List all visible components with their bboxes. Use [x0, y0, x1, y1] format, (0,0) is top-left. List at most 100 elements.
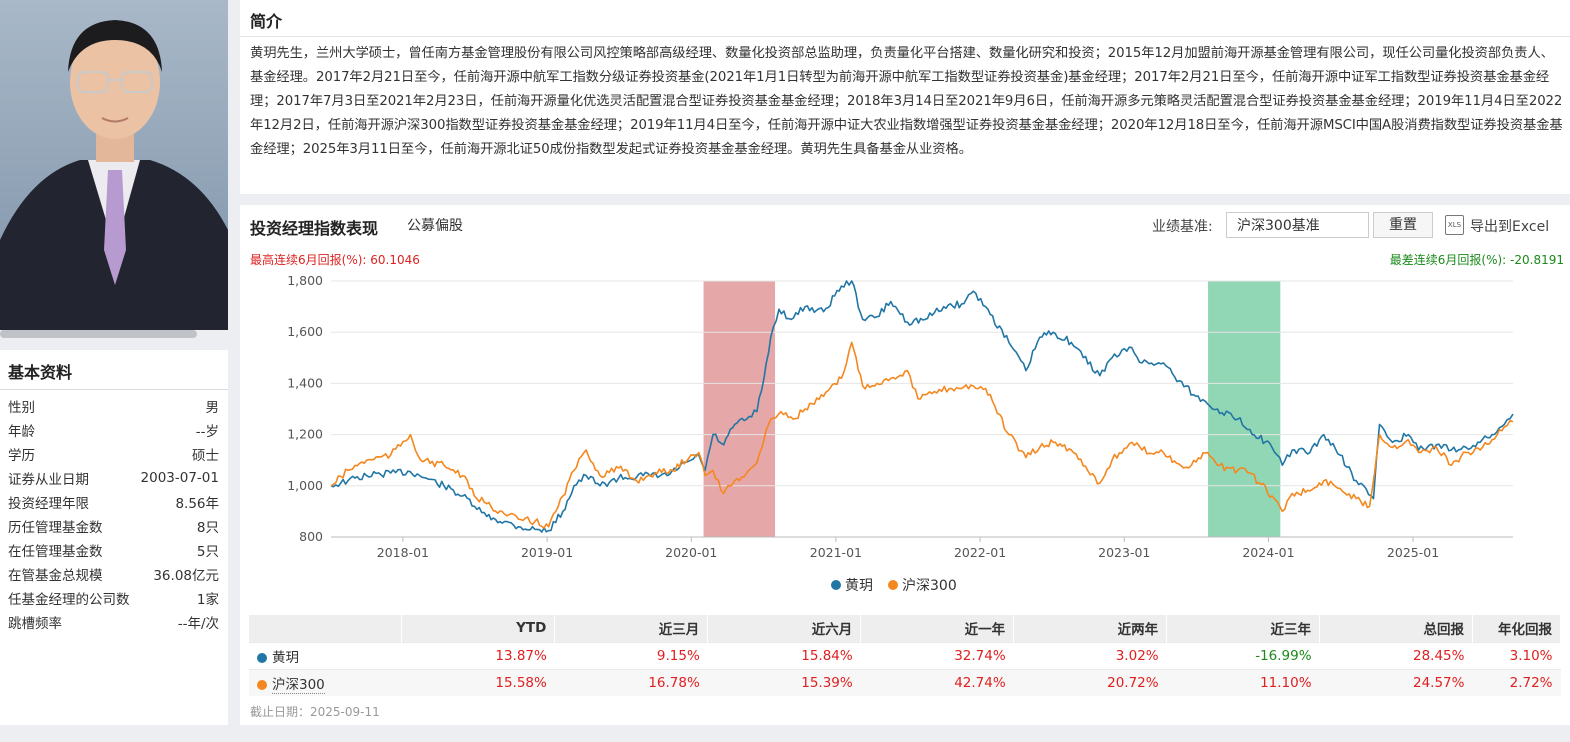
- info-value: 36.08亿元: [153, 568, 219, 584]
- highlight-band-0: [703, 281, 776, 537]
- basic-info-panel: 基本资料 性别 男 年龄 --岁 学历 硕士 证券从业日期 2003-07-01 投资经…: [0, 350, 228, 725]
- table-cell: 3.10%: [1472, 641, 1561, 669]
- photo-scrollbar[interactable]: [0, 330, 197, 338]
- info-row-gender: 性别 男: [0, 394, 228, 418]
- legend-marker-1: [888, 580, 898, 590]
- basic-info-title: 基本资料: [0, 350, 228, 390]
- x-tick-label: 2022-01: [954, 545, 1006, 560]
- table-header-cell: 近三月: [554, 615, 709, 642]
- table-header-cell: 近两年: [1013, 615, 1168, 642]
- table-cell: 20.72%: [1013, 668, 1167, 696]
- table-cell: 3.02%: [1013, 641, 1167, 669]
- info-row-tenure: 投资经理年限 8.56年: [0, 490, 228, 514]
- table-cell: 24.57%: [1319, 668, 1473, 696]
- info-label: 跳槽频率: [8, 616, 62, 632]
- benchmark-label: 业绩基准:: [1152, 219, 1213, 235]
- y-tick-label: 1,600: [287, 324, 323, 339]
- returns-table: YTD 近三月 近六月 近一年 近两年 近三年 总回报 年化回报 黄玥 13.8…: [249, 615, 1562, 696]
- table-cell: 11.10%: [1166, 668, 1320, 696]
- excel-icon[interactable]: XLS: [1445, 215, 1464, 235]
- highlight-band-1: [1208, 281, 1281, 537]
- performance-panel: 投资经理指数表现 公募偏股 业绩基准: 重置 XLS 导出到Excel 最高连续…: [240, 205, 1570, 725]
- series-dot-icon: [257, 652, 267, 663]
- x-tick-label: 2025-01: [1387, 545, 1439, 560]
- series-dot-icon: [257, 679, 267, 690]
- table-cell: 15.84%: [707, 641, 861, 669]
- info-label: 历任管理基金数: [8, 520, 103, 536]
- table-header-cell: 近六月: [707, 615, 862, 642]
- x-tick-label: 2024-01: [1242, 545, 1294, 560]
- table-header-cell: 近一年: [860, 615, 1015, 642]
- table-cell: 28.45%: [1319, 641, 1473, 669]
- series-line-0: [330, 280, 1514, 533]
- legend-marker-0: [831, 580, 841, 590]
- basic-info-list: 性别 男 年龄 --岁 学历 硕士 证券从业日期 2003-07-01 投资经理年限 8.…: [0, 390, 228, 634]
- y-tick-label: 1,400: [287, 375, 323, 390]
- portrait-image: [0, 0, 228, 330]
- y-tick-label: 1,200: [287, 427, 323, 442]
- y-tick-label: 1,800: [287, 273, 323, 288]
- info-label: 任基金经理的公司数: [8, 592, 130, 608]
- info-value: 8.56年: [175, 496, 219, 512]
- as-of-date: 截止日期：2025-09-11: [250, 705, 380, 719]
- info-value: 8只: [196, 520, 219, 536]
- table-header-cell: 年化回报: [1472, 615, 1562, 642]
- table-cell: 16.78%: [554, 668, 708, 696]
- row-name-benchmark[interactable]: 沪深300: [249, 668, 402, 696]
- table-cell: 32.74%: [860, 641, 1014, 669]
- table-header-cell: 总回报: [1319, 615, 1473, 642]
- table-cell: -16.99%: [1166, 641, 1320, 669]
- info-value: 1家: [196, 592, 219, 608]
- reset-button[interactable]: 重置: [1373, 212, 1433, 238]
- info-value: --岁: [195, 424, 219, 440]
- info-row-age: 年龄 --岁: [0, 418, 228, 442]
- info-label: 性别: [8, 400, 35, 416]
- manager-photo: [0, 0, 228, 330]
- benchmark-input[interactable]: [1226, 212, 1369, 238]
- info-row-current-funds: 在任管理基金数 5只: [0, 538, 228, 562]
- x-tick-label: 2020-01: [665, 545, 717, 560]
- table-cell: 2.72%: [1472, 668, 1561, 696]
- row-name-manager[interactable]: 黄玥: [249, 641, 402, 669]
- performance-title: 投资经理指数表现: [250, 219, 379, 238]
- info-row-aum: 在管基金总规模 36.08亿元: [0, 562, 228, 586]
- export-excel-link[interactable]: 导出到Excel: [1470, 219, 1550, 235]
- intro-title: 简介: [240, 0, 1570, 37]
- y-tick-label: 800: [299, 529, 323, 544]
- row-name-label: 沪深300: [272, 676, 325, 694]
- x-tick-label: 2021-01: [810, 545, 862, 560]
- info-label: 学历: [8, 448, 35, 464]
- max-6m-return: 最高连续6月回报(%): 60.1046: [250, 253, 420, 267]
- info-row-education: 学历 硕士: [0, 442, 228, 466]
- info-label: 在任管理基金数: [8, 544, 103, 560]
- intro-text: 黄玥先生，兰州大学硕士，曾任南方基金管理股份有限公司风控策略部高级经理、数量化投…: [250, 46, 1563, 157]
- info-row-career-start: 证券从业日期 2003-07-01: [0, 466, 228, 490]
- x-tick-label: 2019-01: [521, 545, 573, 560]
- performance-line-chart: 800 1,000 1,200 1,400 1,600 1,800 2018-01 2019-…: [287, 273, 1514, 594]
- x-tick-label: 2018-01: [377, 545, 429, 560]
- returns-table-header: YTD 近三月 近六月 近一年 近两年 近三年 总回报 年化回报: [249, 615, 1562, 642]
- info-label: 投资经理年限: [8, 496, 89, 512]
- legend-label-0: 黄玥: [845, 577, 873, 594]
- table-cell: 15.39%: [707, 668, 861, 696]
- table-cell: 9.15%: [554, 641, 708, 669]
- table-row: 黄玥 13.87% 9.15% 15.84% 32.74% 3.02% -16.…: [249, 641, 1561, 669]
- left-column: 基本资料 性别 男 年龄 --岁 学历 硕士 证券从业日期 2003-07-01 投资经…: [0, 0, 228, 742]
- info-value: 5只: [196, 544, 219, 560]
- table-header-cell: YTD: [401, 615, 556, 642]
- table-header-cell: 近三年: [1166, 615, 1321, 642]
- performance-category-tab[interactable]: 公募偏股: [407, 218, 463, 234]
- series-line-1: [330, 341, 1514, 529]
- table-header-cell: [249, 615, 403, 642]
- table-cell: 42.74%: [860, 668, 1014, 696]
- info-value: 男: [205, 400, 220, 416]
- info-row-past-funds: 历任管理基金数 8只: [0, 514, 228, 538]
- info-label: 在管基金总规模: [8, 568, 103, 584]
- table-cell: 13.87%: [401, 641, 555, 669]
- row-name-label: 黄玥: [272, 649, 299, 666]
- intro-panel: 简介 黄玥先生，兰州大学硕士，曾任南方基金管理股份有限公司风控策略部高级经理、数…: [240, 0, 1570, 194]
- legend-label-1: 沪深300: [902, 578, 957, 594]
- info-value: --年/次: [177, 616, 219, 632]
- table-cell: 15.58%: [401, 668, 555, 696]
- x-tick-label: 2023-01: [1098, 545, 1150, 560]
